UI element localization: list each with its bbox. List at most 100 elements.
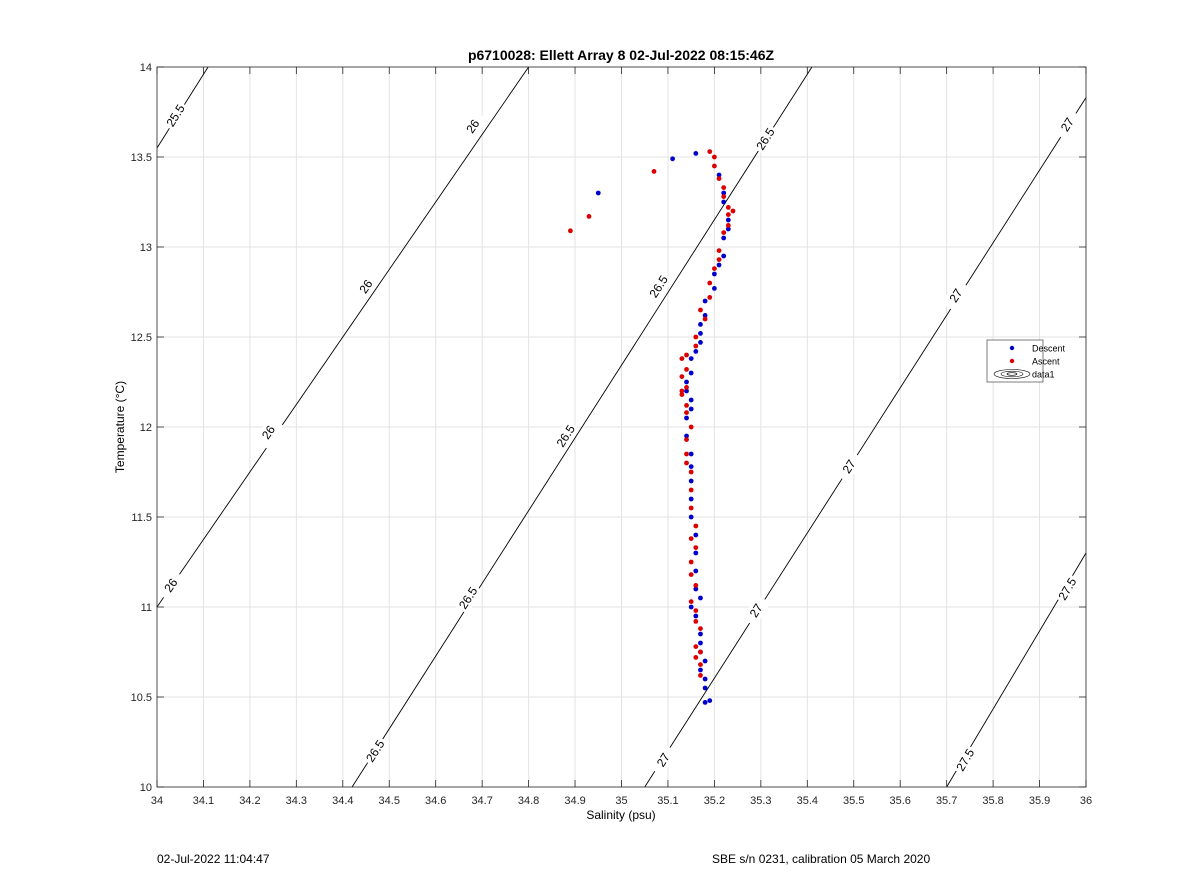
y-tick-label: 12 — [140, 422, 152, 434]
ascent-point — [693, 545, 699, 550]
y-tick-label: 13.5 — [131, 152, 152, 164]
descent-point — [725, 226, 731, 232]
axis-ticks: 34 34.1 34.2 34.3 34.4 34.5 34.6 34.7 34.8 34.9 35… — [131, 62, 1093, 807]
ascent-point — [684, 410, 689, 415]
descent-point — [688, 370, 694, 376]
ascent-point — [679, 392, 685, 397]
contour-label-bg — [453, 581, 483, 615]
descent-point — [712, 286, 717, 291]
descent-point — [716, 262, 722, 268]
x-tick-label: 34.5 — [379, 795, 400, 807]
x-tick-label: 35.9 — [1029, 795, 1050, 807]
data-points — [568, 149, 736, 705]
legend-contour-icon — [993, 369, 1031, 379]
ascent-point — [688, 487, 694, 493]
descent-point — [702, 313, 708, 318]
contour-label-bg — [253, 416, 284, 449]
descent-point — [684, 415, 689, 421]
descent-point — [698, 595, 703, 601]
ascent-point — [688, 559, 694, 565]
density-contours: 25.52626262626.526.526.526.526.527272727… — [156, 66, 1087, 788]
x-tick-label: 35.2 — [704, 795, 725, 807]
ascent-point — [693, 644, 699, 649]
descent-point — [688, 356, 694, 361]
ascent-point — [702, 316, 708, 322]
ascent-point — [716, 176, 722, 182]
descent-point — [721, 253, 727, 259]
descent-point — [688, 604, 694, 610]
descent-point — [684, 388, 689, 394]
descent-point — [698, 640, 703, 646]
contour-label-bg — [644, 270, 673, 303]
ascent-point — [707, 280, 713, 286]
ascent-point — [568, 228, 573, 234]
x-tick-label: 35.3 — [750, 795, 771, 807]
x-tick-label: 34.9 — [564, 795, 585, 807]
ascent-point — [707, 149, 713, 155]
legend-contour-icon-core — [1006, 372, 1018, 376]
legend-label: Ascent — [1032, 357, 1060, 367]
descent-point — [702, 676, 708, 682]
x-tick-label: 34.8 — [518, 795, 539, 807]
y-tick-label: 11.5 — [131, 512, 152, 524]
y-tick-label: 10 — [140, 782, 152, 794]
contour-label-bg — [361, 734, 390, 768]
ascent-point — [693, 334, 699, 340]
descent-point — [684, 433, 689, 439]
footer-timestamp: 02-Jul-2022 11:04:47 — [157, 852, 270, 866]
descent-point — [693, 349, 699, 354]
legend-label: Descent — [1032, 344, 1066, 354]
x-tick-label: 34.2 — [239, 795, 260, 807]
ascent-point — [712, 163, 717, 169]
ascent-point — [684, 385, 689, 390]
contour-label-bg — [951, 743, 980, 777]
ascent-point — [698, 626, 703, 631]
descent-point — [698, 322, 703, 327]
y-tick-label: 13 — [140, 242, 152, 254]
contour-label-bg — [751, 122, 780, 156]
contour-label-bg — [551, 419, 581, 453]
ascent-point — [698, 649, 703, 655]
ascent-point — [651, 169, 657, 174]
x-tick-label: 35.1 — [657, 795, 678, 807]
ascent-point — [730, 208, 736, 214]
contour-line — [351, 66, 813, 788]
ascent-point — [684, 437, 689, 442]
descent-point — [688, 464, 694, 469]
x-tick-label: 35.5 — [843, 795, 864, 807]
ascent-point — [707, 295, 713, 300]
x-tick-label: 34.3 — [286, 795, 307, 807]
descent-point — [707, 698, 713, 703]
descent-point — [702, 685, 708, 691]
ascent-point — [688, 469, 694, 475]
descent-point — [693, 613, 699, 619]
ascent-point — [684, 403, 689, 408]
x-tick-label: 34.4 — [332, 795, 353, 807]
footer-instrument: SBE s/n 0231, calibration 05 March 2020 — [712, 852, 931, 866]
ascent-point — [679, 356, 685, 361]
contour-line — [156, 66, 529, 608]
legend-marker-descent — [1009, 345, 1015, 351]
ascent-point — [698, 673, 703, 678]
descent-point — [721, 235, 727, 241]
contour-label-bg — [458, 110, 488, 143]
x-tick-label: 35.8 — [982, 795, 1003, 807]
contour-label-bg — [741, 594, 771, 627]
ascent-point — [693, 583, 699, 588]
contour-line — [644, 97, 1087, 788]
ascent-point — [586, 214, 592, 219]
descent-point — [693, 568, 699, 574]
legend-marker-ascent — [1009, 358, 1015, 364]
ascent-point — [688, 536, 694, 541]
ascent-point — [684, 352, 689, 358]
descent-point — [595, 190, 601, 196]
descent-point — [693, 151, 699, 156]
descent-point — [702, 700, 708, 705]
descent-point — [693, 586, 699, 592]
contour-label-bg — [156, 569, 186, 602]
contour-label-bg — [161, 99, 190, 132]
ascent-point — [712, 266, 717, 271]
ascent-point — [688, 599, 694, 604]
grid — [156, 66, 1087, 788]
x-axis-label: Salinity (psu) — [586, 808, 655, 822]
